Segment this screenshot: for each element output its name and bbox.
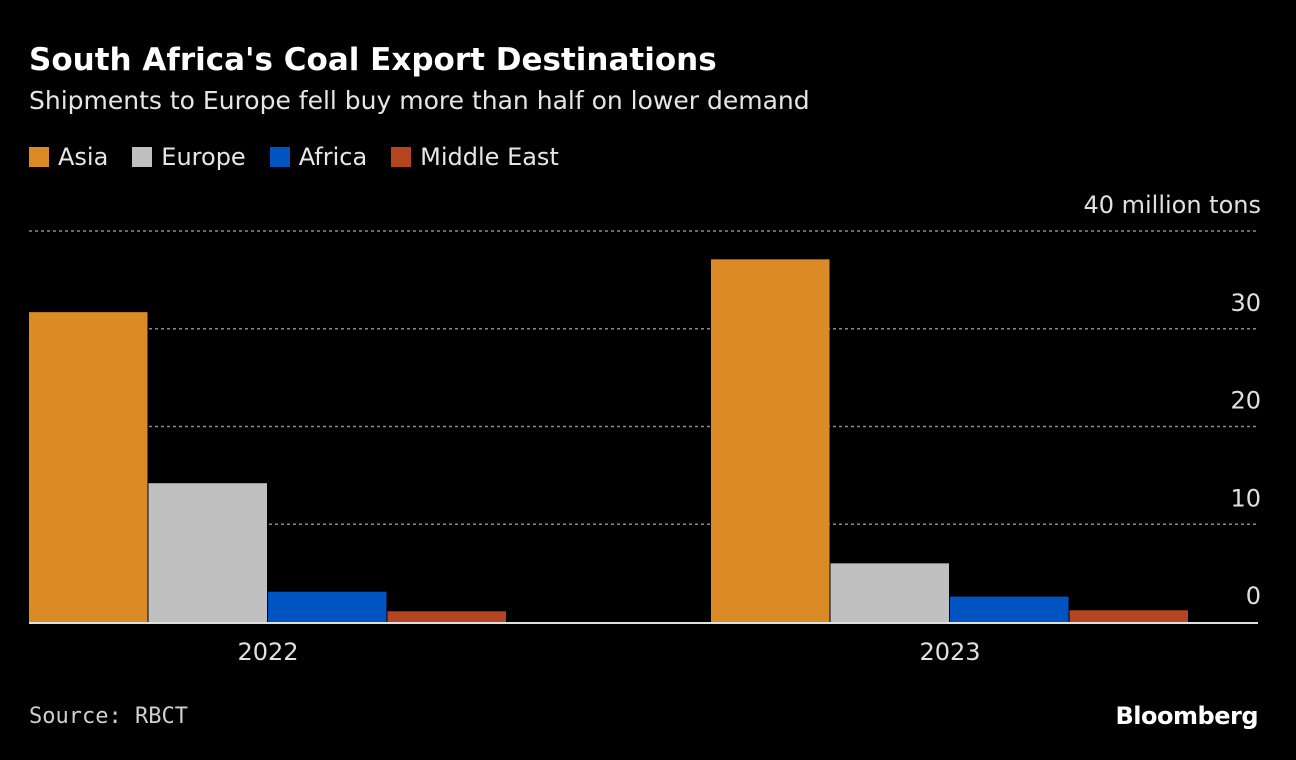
legend-item: Africa: [269, 143, 368, 171]
bar-europe-2023: [830, 563, 949, 622]
legend-label: Asia: [58, 143, 109, 171]
y-tick-label: 30: [1230, 289, 1261, 317]
y-tick-label: 40 million tons: [1083, 191, 1261, 219]
chart-subtitle: Shipments to Europe fell buy more than h…: [29, 86, 810, 115]
bar-europe-2022: [148, 483, 267, 622]
x-tick-label: 2023: [919, 638, 980, 666]
legend-label: Africa: [298, 143, 368, 171]
legend-label: Middle East: [420, 143, 559, 171]
bar-africa-2022: [268, 591, 387, 622]
legend-swatch: [269, 147, 290, 167]
y-tick-label: 20: [1230, 387, 1261, 415]
legend-label: Europe: [161, 143, 246, 171]
legend-item: Asia: [29, 143, 108, 171]
legend-swatch: [391, 147, 412, 167]
source-note: Source: RBCT: [29, 704, 188, 729]
y-tick-label: 10: [1230, 484, 1261, 512]
bloomberg-logo: Bloomberg: [1115, 702, 1259, 730]
bar-middle-east-2022: [387, 611, 506, 622]
legend-item: Europe: [132, 143, 246, 171]
bar-africa-2023: [950, 596, 1069, 622]
bar-asia-2022: [29, 312, 148, 622]
x-tick-label: 2022: [237, 638, 298, 666]
legend-swatch: [132, 147, 153, 167]
legend: Asia Europe Africa Middle East: [29, 143, 559, 171]
y-tick-label: 0: [1246, 582, 1261, 610]
bar-middle-east-2023: [1069, 610, 1188, 622]
legend-swatch: [29, 147, 49, 167]
legend-item: Middle East: [391, 143, 559, 171]
bar-asia-2023: [711, 259, 830, 622]
chart-title: South Africa's Coal Export Destinations: [29, 42, 717, 78]
